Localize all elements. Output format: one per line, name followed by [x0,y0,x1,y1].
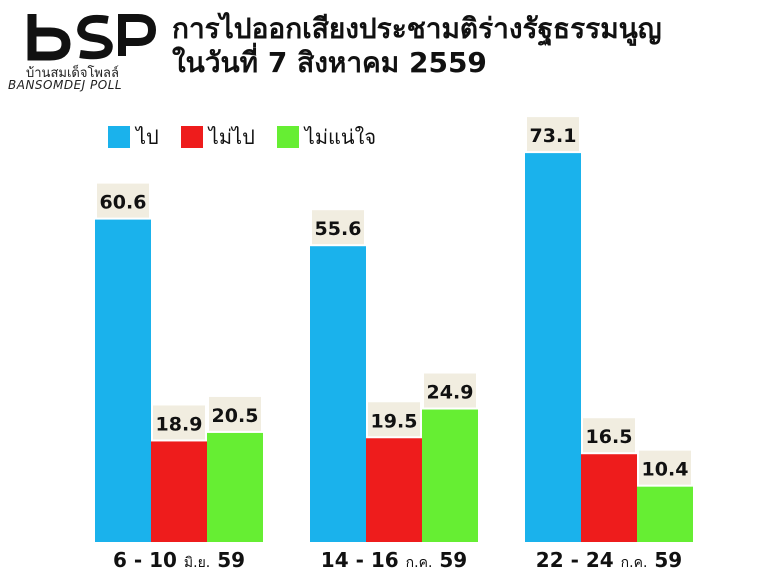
bar-unsure-2 [422,409,478,542]
legend-label-go: ไป [136,125,159,149]
bar-not-go-3 [581,454,637,542]
legend-swatch-unsure [276,126,299,148]
data-label-bg-unsure-1 [209,396,261,431]
title-line-2: ในวันที่ 7 สิงหาคม 2559 [172,46,487,79]
x-tick-label-2: 14 - 16 ก.ค. 59 [321,548,467,572]
bar-not-go-2 [366,438,422,542]
data-label-unsure-3: 10.4 [642,459,689,481]
bar-unsure-1 [207,432,263,542]
legend-item-not-go: ไม่ไป [180,121,255,153]
logo-thai-text: บ้านสมเด็จโพลล์ [26,66,119,81]
bsp-logo-mark [27,14,156,61]
bar-go-3 [525,153,581,542]
x-tick-label-3: 22 - 24 ก.ค. 59 [536,548,682,572]
bar-unsure-3 [637,486,693,542]
legend-swatch-not-go [180,126,203,148]
page-title: การไปออกเสียงประชามติร่างรัฐธรรมนูญ ในวั… [172,12,662,80]
data-label-go-3: 73.1 [530,125,577,147]
data-label-bg-not-go-2 [368,402,420,437]
data-label-not-go-2: 19.5 [371,410,418,432]
data-label-not-go-1: 18.9 [156,413,203,435]
legend: ไป ไม่ไป ไม่แน่ใจ [108,122,398,152]
legend-item-unsure: ไม่แน่ใจ [276,121,377,153]
bar-not-go-1 [151,441,207,542]
data-label-unsure-1: 20.5 [212,405,259,427]
data-label-go-2: 55.6 [315,218,362,240]
legend-label-unsure: ไม่แน่ใจ [304,125,377,149]
data-label-bg-unsure-3 [639,450,691,485]
data-label-bg-not-go-1 [153,405,205,440]
legend-item-go: ไป [108,121,159,153]
data-label-go-1: 60.6 [100,192,147,214]
data-label-bg-unsure-2 [424,373,476,408]
title-line-1: การไปออกเสียงประชามติร่างรัฐธรรมนูญ [172,12,662,45]
x-tick-label-1: 6 - 10 มิ.ย. 59 [113,548,245,572]
bar-go-2 [310,246,366,542]
data-label-bg-not-go-3 [583,418,635,453]
logo-english-text: BANSOMDEJ POLL [8,78,123,92]
data-label-bg-go-2 [312,210,364,245]
data-label-bg-go-3 [527,117,579,152]
bar-go-1 [95,219,151,542]
data-label-not-go-3: 16.5 [586,426,633,448]
data-label-bg-go-1 [97,183,149,218]
data-label-unsure-2: 24.9 [427,382,474,404]
legend-swatch-go [108,126,130,148]
logo: บ้านสมเด็จโพลล์ BANSOMDEJ POLL [8,8,168,96]
legend-label-not-go: ไม่ไป [208,125,255,149]
